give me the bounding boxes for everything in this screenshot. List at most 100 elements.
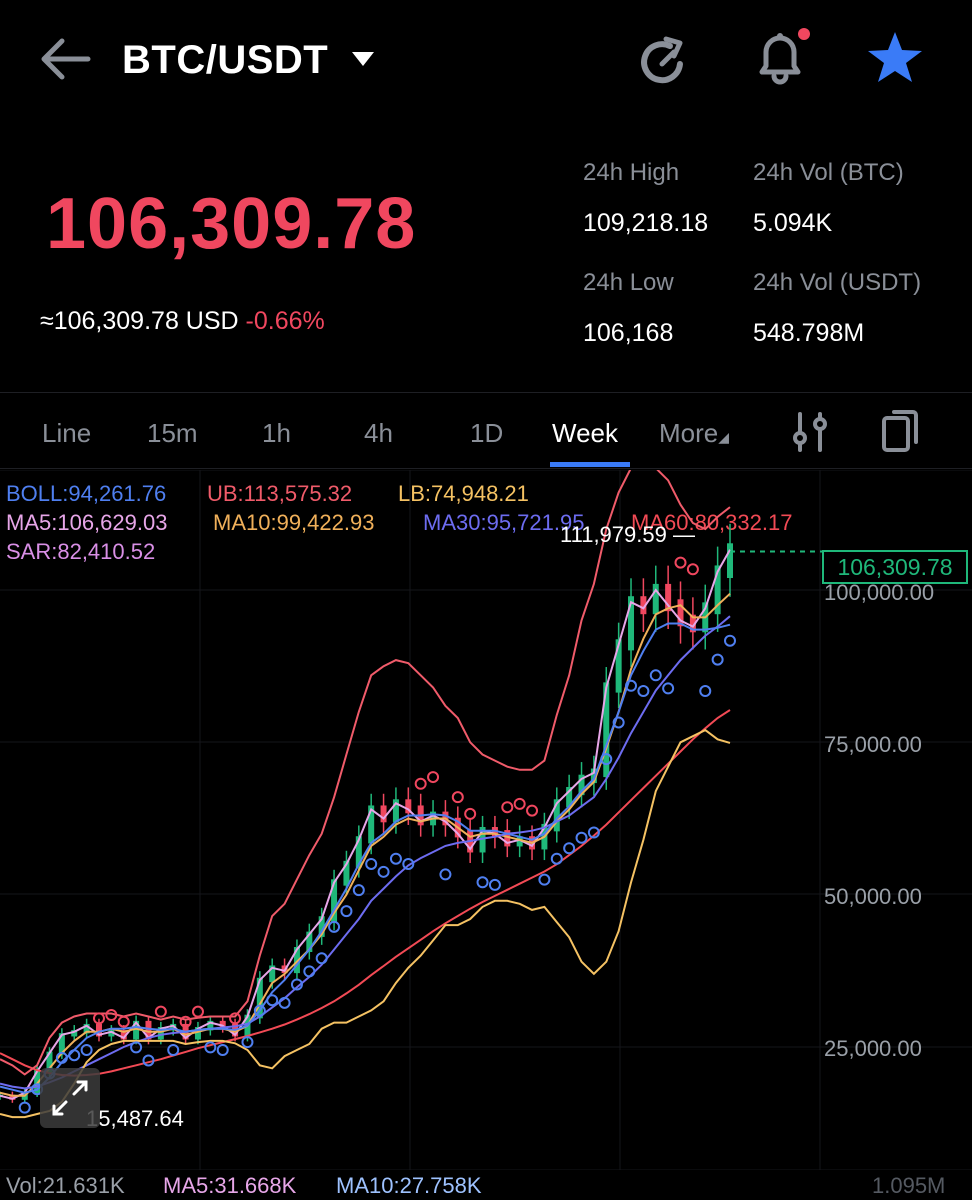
candle-body — [689, 614, 696, 633]
sar-dot — [142, 1054, 155, 1067]
24h-vol-usdt-label: 24h Vol (USDT) — [753, 269, 922, 296]
tab-4h[interactable]: 4h — [364, 418, 393, 448]
expand-chart-button[interactable] — [40, 1068, 100, 1128]
landscape-toggle-icon[interactable] — [880, 408, 920, 454]
candle-body — [665, 583, 672, 612]
ma10-value: MA10:99,422.93 — [213, 510, 375, 535]
candle-body — [269, 965, 276, 983]
sar-dot — [377, 865, 390, 878]
candle-body — [9, 1094, 16, 1100]
sar-dot — [154, 1005, 167, 1018]
candle-body — [120, 1030, 127, 1040]
sar-dot — [501, 801, 514, 814]
candle-body — [145, 1020, 152, 1040]
24h-low-value: 106,168 — [583, 319, 674, 347]
volume-ma5: MA5:31.668K — [163, 1173, 297, 1198]
tab-15m[interactable]: 15m — [147, 418, 198, 448]
notification-bell-icon[interactable] — [750, 26, 810, 86]
tab-1h[interactable]: 1h — [262, 418, 291, 448]
sar-dot — [241, 1036, 254, 1049]
sar-dot — [686, 563, 699, 576]
axis-50000: 50,000.00 — [824, 884, 922, 909]
sar-dot — [179, 1015, 192, 1028]
sar-dot — [451, 791, 464, 804]
sar-dot — [340, 905, 353, 918]
pair-dropdown-caret-icon[interactable] — [352, 52, 374, 68]
24h-high-label: 24h High — [583, 159, 680, 186]
tab-week[interactable]: Week — [552, 418, 618, 448]
series-line-ma30 — [0, 615, 731, 1090]
candle-body — [590, 768, 597, 784]
sar-dot — [600, 753, 613, 766]
tab-1d[interactable]: 1D — [470, 418, 504, 448]
candle-body — [652, 583, 659, 615]
sar-dot — [612, 716, 625, 729]
sar-dot — [167, 1043, 180, 1056]
candle-body — [727, 543, 733, 578]
candle-body — [578, 774, 585, 796]
candle-body — [331, 879, 338, 922]
sar-dot — [414, 777, 427, 790]
candle-body — [491, 827, 498, 838]
candle-body — [714, 565, 721, 615]
candle-body — [34, 1070, 41, 1094]
sar-dot — [204, 1041, 217, 1054]
more-caret-icon: ◢ — [718, 429, 730, 445]
sar-dot — [699, 685, 712, 698]
sar-dot — [464, 807, 477, 820]
tab-line[interactable]: Line — [42, 418, 92, 448]
usd-equivalent: ≈106,309.78 USD -0.66% — [40, 306, 325, 336]
axis-25000: 25,000.00 — [824, 1036, 922, 1061]
sar-dot — [476, 876, 489, 889]
axis-100000: 100,000.00 — [824, 580, 935, 605]
candle-body — [553, 799, 560, 832]
low-marker-label: 15,487.64 — [86, 1106, 184, 1131]
usd-price: ≈106,309.78 USD — [40, 307, 239, 335]
24h-vol-usdt-value: 548.798M — [753, 319, 865, 347]
candle-body — [170, 1023, 177, 1031]
candle-body — [566, 786, 573, 808]
sar-dot — [328, 920, 341, 933]
sar-dot — [724, 634, 736, 647]
back-arrow-icon[interactable] — [38, 36, 92, 82]
sar-dot — [513, 797, 526, 810]
candle-body — [71, 1030, 78, 1037]
indicator-settings-icon[interactable] — [790, 410, 830, 454]
sar-dot — [550, 852, 563, 865]
refresh-icon[interactable] — [636, 34, 690, 88]
candle-body — [318, 916, 325, 937]
sar-dot — [662, 682, 675, 695]
candle-body — [157, 1027, 164, 1040]
candle-body — [615, 639, 622, 693]
candle-body — [46, 1051, 53, 1073]
tabs-divider — [0, 468, 972, 469]
section-divider — [0, 392, 972, 393]
price-chart[interactable] — [0, 470, 972, 1170]
sar-value: SAR:82,410.52 — [6, 539, 156, 564]
candle-body — [133, 1020, 140, 1040]
candle-body — [640, 596, 647, 615]
candle-body — [219, 1020, 226, 1028]
sar-dot — [649, 669, 662, 682]
sar-dot — [216, 1043, 229, 1056]
sar-dot — [674, 556, 687, 569]
24h-vol-btc-value: 5.094K — [753, 209, 833, 237]
sar-dot — [266, 994, 279, 1007]
candle-body — [504, 830, 511, 847]
tab-more[interactable]: More◢ — [659, 416, 729, 454]
candle-body — [108, 1030, 115, 1037]
candle-body — [603, 682, 610, 778]
24h-low-label: 24h Low — [583, 269, 674, 296]
trading-pair-title[interactable]: BTC/USDT — [122, 38, 329, 82]
sar-dot — [68, 1049, 81, 1062]
sar-dot — [538, 873, 551, 886]
sar-dot — [191, 1005, 204, 1018]
sar-dot — [563, 842, 576, 855]
candle-body — [207, 1020, 214, 1031]
candle-body — [83, 1023, 90, 1034]
series-line-ub — [0, 470, 731, 1076]
favorite-star-icon[interactable] — [866, 30, 924, 84]
sar-dot — [625, 679, 638, 692]
sar-dot — [439, 868, 452, 881]
candle-body — [392, 799, 399, 823]
